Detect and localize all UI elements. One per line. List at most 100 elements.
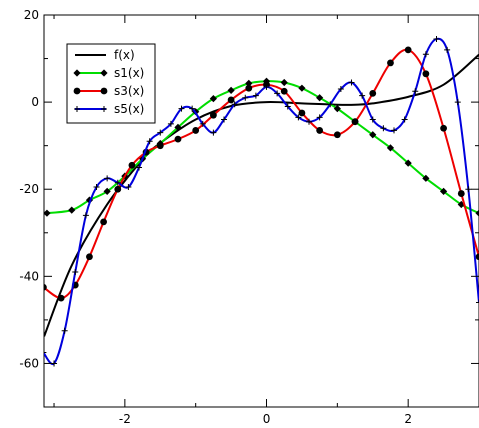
plot-frame <box>43 14 479 408</box>
series-s5x-marker <box>146 138 153 145</box>
legend-s5x-marker <box>74 106 80 112</box>
series-s1x-marker <box>369 131 377 139</box>
series-s1x-marker <box>68 206 76 214</box>
series-s3x-marker <box>457 190 465 197</box>
series-s5x-marker <box>454 99 461 106</box>
series-s5x-marker <box>295 114 302 121</box>
series-s5x-marker <box>348 79 355 86</box>
legend-s3x-marker <box>73 87 81 95</box>
series-s5x-marker <box>157 129 164 136</box>
series-layer <box>44 35 479 367</box>
series-fx <box>44 53 479 337</box>
y-tick-label: 0 <box>31 95 39 109</box>
series-s5x-marker <box>51 360 58 367</box>
legend-s3x-marker <box>100 87 108 95</box>
series-s5x-marker <box>242 94 249 101</box>
series-s3x-marker <box>227 96 235 104</box>
series-s3x-marker <box>156 142 164 150</box>
series-s5x-marker <box>93 184 100 191</box>
series-s5x-marker <box>167 120 174 127</box>
legend-s1x-marker <box>73 69 81 77</box>
series-s1x-marker <box>262 77 271 85</box>
series-s5x-marker <box>380 125 387 132</box>
series-s5x-marker <box>316 114 323 121</box>
series-s1x-marker <box>439 187 448 195</box>
legend-item-fx: f(x) <box>75 48 135 62</box>
series-s5x-marker <box>263 83 270 90</box>
y-tick-label: -20 <box>19 182 39 196</box>
series-s1x-marker <box>103 187 111 195</box>
series-s3x-marker <box>404 46 412 54</box>
series-s5x-marker <box>274 90 281 97</box>
series-s1x-marker <box>404 159 412 167</box>
legend-label-s3x: s3(x) <box>114 84 144 98</box>
series-s3x-marker <box>440 124 447 132</box>
series-s5x-marker <box>125 184 132 191</box>
series-s1x-marker <box>44 209 51 217</box>
x-tick-label: 2 <box>404 412 412 426</box>
series-s5x-marker <box>82 212 89 219</box>
series-s1x-marker <box>245 79 253 87</box>
series-s3x-marker <box>422 70 430 78</box>
series-s1x-marker <box>174 123 182 131</box>
series-s3x-marker <box>387 59 394 67</box>
series-s5x-marker <box>337 86 344 93</box>
series-s5x-marker <box>231 101 238 108</box>
series-s3x-marker <box>475 253 479 261</box>
series-s3x-marker <box>333 131 341 139</box>
series-s5x-marker <box>433 35 440 42</box>
series-s5x-marker <box>61 327 68 334</box>
series-s5x-marker <box>306 118 313 125</box>
series-s1x-marker <box>457 200 465 209</box>
x-tick-label: 0 <box>263 412 271 426</box>
series-s5x-marker <box>178 105 185 112</box>
series-s5x-marker <box>199 120 206 127</box>
series-s1x-marker <box>386 144 395 152</box>
series-s1x-marker <box>316 94 324 102</box>
legend-item-s3x: s3(x) <box>73 84 144 98</box>
series-s1x-marker <box>227 86 235 94</box>
series-s3x-marker <box>128 161 136 169</box>
series-s3x-marker <box>86 253 93 261</box>
legend-label-s5x: s5(x) <box>114 102 144 116</box>
legend-s1x-marker <box>100 69 108 77</box>
series-s5x-marker <box>104 175 111 182</box>
series-s1x-marker <box>333 105 341 113</box>
series-s5x-marker <box>44 352 47 354</box>
series-s5x-marker <box>189 105 196 112</box>
series-s5x-marker <box>114 179 121 186</box>
x-tick-label: -2 <box>119 412 131 426</box>
series-s1x-marker <box>298 84 306 92</box>
series-s3x-marker <box>298 109 306 117</box>
series-s5x-marker <box>444 46 451 53</box>
series-s5x-marker <box>327 101 334 108</box>
legend-item-s1x: s1(x) <box>73 66 144 80</box>
series-s1x-marker <box>209 95 217 103</box>
series-s3x-marker <box>57 294 65 302</box>
series-s5x-marker <box>359 92 366 99</box>
series-s3x-marker <box>100 218 108 226</box>
series-s5x-marker <box>422 51 429 58</box>
legend: f(x) s1(x) s3(x) s5(x) <box>66 43 156 124</box>
legend-label-fx: f(x) <box>114 48 135 62</box>
series-s5x-marker <box>401 116 408 123</box>
series-s3x-marker <box>369 90 377 97</box>
series-s3x-marker <box>316 127 324 134</box>
series-s3x-marker <box>114 185 122 193</box>
series-s5x-marker <box>72 268 79 275</box>
series-s1x-marker <box>475 209 479 217</box>
series-s3x-marker <box>192 127 200 134</box>
legend-label-s1x: s1(x) <box>114 66 144 80</box>
series-s5x <box>44 35 479 367</box>
series-s3x <box>44 46 479 302</box>
series-s5x-marker <box>412 88 419 95</box>
series-s5x-marker <box>391 127 398 134</box>
series-s5x-marker <box>252 92 259 99</box>
series-s3x-marker <box>174 135 182 143</box>
series-s3x-marker <box>245 84 253 92</box>
series-fx-line <box>44 53 479 337</box>
y-tick-label: -60 <box>19 356 39 370</box>
legend-s5x-marker <box>101 106 107 112</box>
